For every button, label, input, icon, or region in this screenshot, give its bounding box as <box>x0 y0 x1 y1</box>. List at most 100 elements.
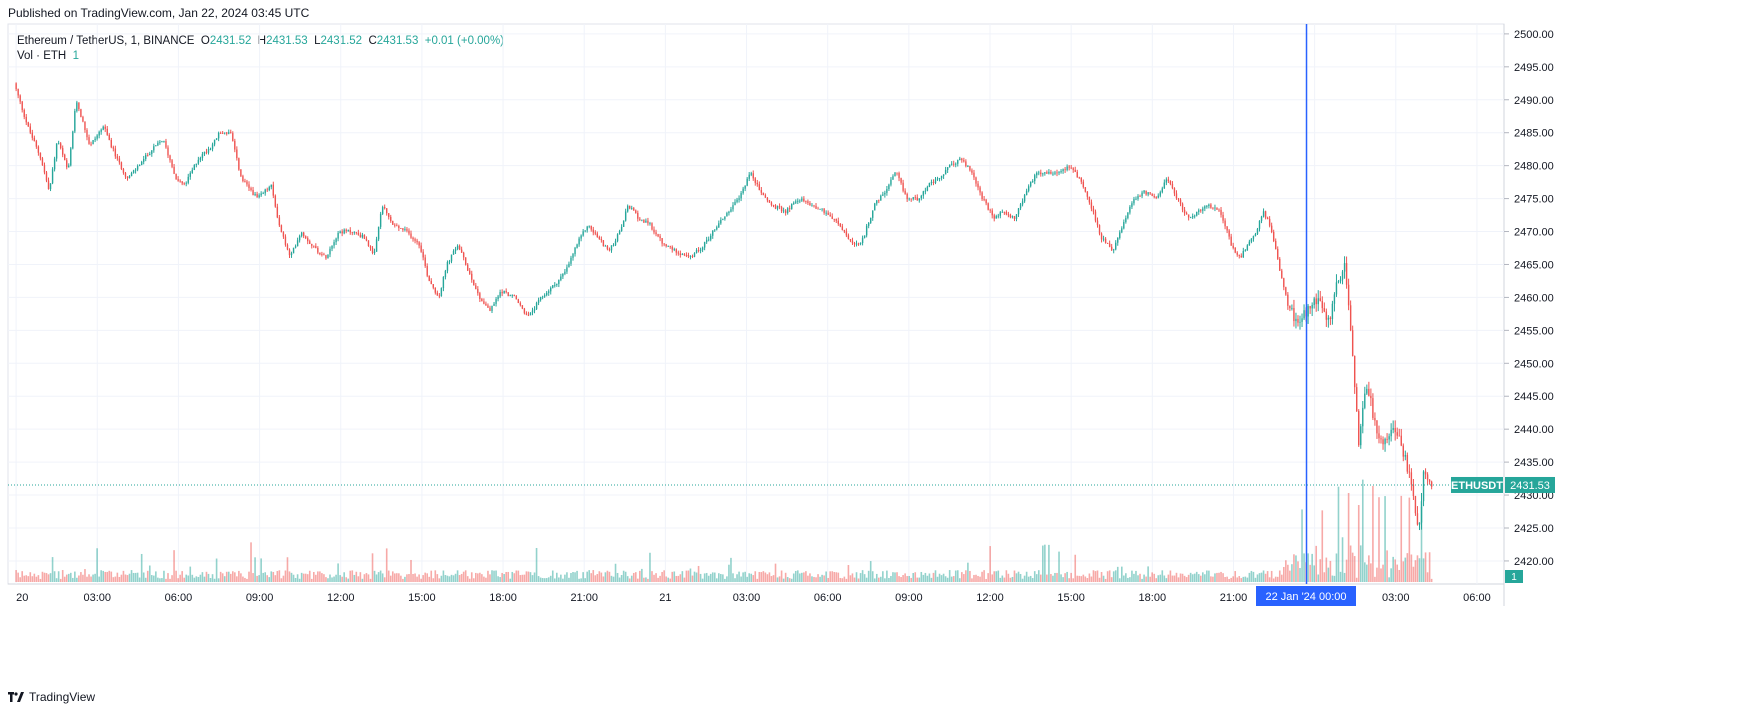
candle-body <box>254 194 256 196</box>
volume-bar <box>1191 574 1194 582</box>
candle-body <box>1303 310 1305 319</box>
volume-bar <box>1339 571 1342 582</box>
volume-bar <box>1106 571 1109 582</box>
candle-body <box>140 161 143 166</box>
candle-body <box>112 147 115 149</box>
volume-bar <box>592 570 595 582</box>
volume-bar <box>665 576 667 582</box>
candle-body <box>100 129 102 132</box>
volume-bar <box>641 568 643 582</box>
candle-body <box>693 253 696 257</box>
volume-bar <box>535 547 538 582</box>
volume-bar <box>341 576 343 582</box>
volume-bar <box>1291 564 1293 582</box>
volume-bar <box>1408 497 1411 582</box>
volume-bar <box>171 575 173 582</box>
candle-body <box>768 200 771 203</box>
volume-bar <box>1033 571 1036 582</box>
candle-body <box>1250 238 1253 242</box>
candle-body <box>317 248 319 253</box>
candle-body <box>916 197 918 201</box>
volume-bar <box>1347 492 1350 582</box>
candle-body <box>1161 188 1164 193</box>
candle-body <box>185 182 187 184</box>
candle-body <box>345 229 347 232</box>
volume-bar <box>246 578 248 582</box>
candle-body <box>1266 217 1269 219</box>
candle-body <box>1084 187 1087 192</box>
candle-body <box>1426 474 1429 480</box>
volume-bar <box>835 572 838 582</box>
candle-body <box>894 172 896 177</box>
candle-body <box>955 163 957 165</box>
volume-bar <box>1193 573 1196 582</box>
volume-bar <box>1378 497 1380 582</box>
volume-bar <box>420 578 422 582</box>
volume-bar <box>1155 578 1158 582</box>
volume-bar <box>1307 553 1309 582</box>
candle-body <box>859 242 862 244</box>
volume-bar <box>1098 577 1101 582</box>
candle-body <box>147 154 149 156</box>
candle-body <box>448 261 451 263</box>
candle-body <box>1281 270 1283 279</box>
volume-bar <box>1175 572 1178 582</box>
volume-bar <box>934 570 937 582</box>
volume-bar <box>191 574 194 582</box>
volume-bar <box>894 572 896 582</box>
volume-bar <box>1029 575 1032 582</box>
volume-bar <box>159 578 161 582</box>
volume-bar <box>1361 479 1364 582</box>
footer-brand[interactable]: TradingView <box>8 690 95 704</box>
volume-bar <box>1268 577 1271 582</box>
candle-body <box>1414 496 1417 514</box>
volume-bar <box>1195 571 1198 582</box>
candle-body <box>1325 311 1328 320</box>
candle-body <box>1088 196 1091 203</box>
volume-bar <box>15 570 17 582</box>
plot-frame <box>7 23 1505 585</box>
volume-tag-bg <box>1505 570 1523 583</box>
volume-bar <box>1258 573 1261 582</box>
volume-bar <box>333 576 335 582</box>
candle-body <box>1090 202 1093 209</box>
volume-bar <box>1264 573 1267 582</box>
volume-bar <box>146 570 149 582</box>
volume-bar <box>1199 575 1202 582</box>
volume-bar <box>590 573 593 582</box>
candle-body <box>995 216 997 219</box>
candle-body <box>614 241 617 246</box>
volume-bar <box>1204 574 1206 582</box>
volume-bar <box>653 574 655 582</box>
volume-bar <box>327 578 329 582</box>
candle-body <box>922 191 925 196</box>
volume-bar <box>1042 545 1044 582</box>
volume-bar <box>33 573 36 582</box>
candle-body <box>1191 216 1194 218</box>
candle-body <box>507 292 509 297</box>
candle-body <box>1390 429 1392 437</box>
candle-body <box>750 173 752 175</box>
volume-bar <box>513 573 516 582</box>
candle-body <box>96 135 98 139</box>
symbol-title[interactable]: Ethereum / TetherUS, 1, BINANCE <box>17 35 195 47</box>
volume-bar <box>1424 552 1427 582</box>
candle-body <box>1378 433 1380 439</box>
candle-body <box>197 159 200 164</box>
volume-bar <box>922 574 925 582</box>
candle-body <box>1384 438 1386 445</box>
volume-bar <box>96 548 98 582</box>
volume-bar <box>1139 573 1141 582</box>
volume-bar <box>1262 570 1265 582</box>
candle-body <box>1347 284 1350 306</box>
candle-body <box>19 95 21 102</box>
candle-body <box>1408 471 1411 473</box>
candle-body <box>1349 305 1352 331</box>
candle-body <box>641 219 643 221</box>
candle-body <box>604 245 607 247</box>
candle-body <box>1027 186 1030 191</box>
volume-bar <box>1027 576 1030 582</box>
volume-bar <box>1110 577 1113 582</box>
volume-bar <box>1137 575 1139 582</box>
